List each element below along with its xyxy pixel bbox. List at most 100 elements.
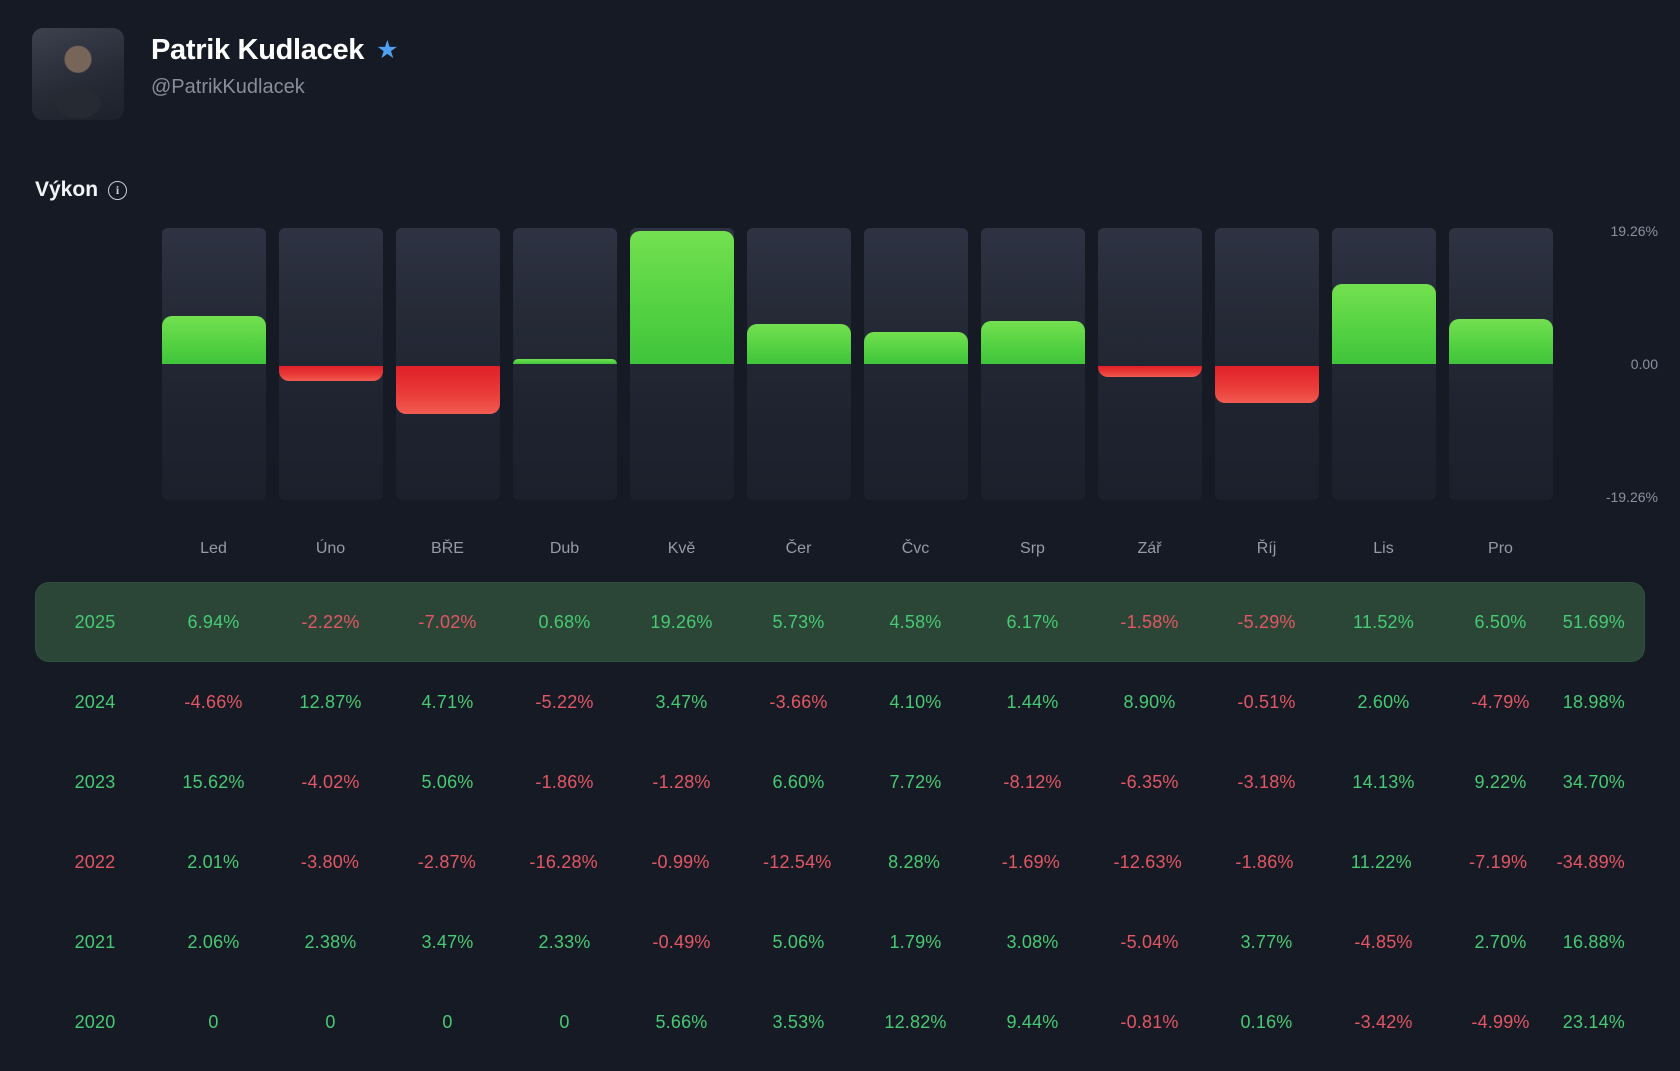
month-label: Srp [1020,540,1045,557]
value-cell: 15.62% [182,771,245,792]
chart-column[interactable] [623,228,740,500]
y-tick-max: 19.26% [1610,223,1658,239]
value-cell: -12.54% [763,851,832,872]
negative-bar [395,366,500,414]
value-cell: -0.81% [1120,1011,1179,1032]
month-label: BŘE [431,540,464,557]
value-cell: -16.28% [529,851,598,872]
profile-header: Patrik Kudlacek ★ @PatrikKudlacek [32,28,399,120]
value-cell: -2.22% [301,611,360,632]
year-cell: 2025 [74,611,116,632]
value-cell: 12.87% [299,691,362,712]
chart-track [1214,228,1319,500]
y-axis-labels: 19.26% 0.00 -19.26% [1590,223,1658,505]
table-row-2025[interactable]: 2025 6.94% -2.22% -7.02% 0.68% 19.26% 5.73% 4.5… [35,582,1645,662]
chart-column[interactable] [506,228,623,500]
chart-track [161,228,266,500]
total-cell: 16.88% [1562,931,1625,952]
info-icon[interactable]: i [108,180,128,200]
chart-column[interactable] [974,228,1091,500]
chart-column[interactable] [1325,228,1442,500]
chart-column[interactable] [1208,228,1325,500]
value-cell: 0.16% [1240,1011,1293,1032]
month-label: Čvc [901,540,930,557]
value-cell: 6.50% [1474,611,1527,632]
value-cell: 3.47% [421,931,474,952]
value-cell: 5.66% [655,1011,708,1032]
value-cell: 2.38% [304,931,357,952]
value-cell: 2.01% [187,851,240,872]
chart-column[interactable] [857,228,974,500]
value-cell: 9.44% [1006,1011,1059,1032]
value-cell: -4.85% [1354,931,1413,952]
value-cell: -1.86% [1235,851,1294,872]
value-cell: -4.79% [1471,691,1530,712]
value-cell: -2.87% [417,851,476,872]
value-cell: -3.80% [300,851,360,872]
value-cell: -7.19% [1469,851,1528,872]
value-cell: 6.94% [187,611,240,632]
chart-column[interactable] [389,228,506,500]
positive-bar [980,321,1085,364]
value-cell: -0.51% [1237,691,1296,712]
value-cell: 0 [442,1011,453,1032]
positive-bar [863,332,968,364]
value-cell: 5.73% [772,611,825,632]
value-cell: 7.72% [889,771,942,792]
chart-track [863,228,968,500]
value-cell: 6.17% [1006,611,1059,632]
chart-column[interactable] [1091,228,1208,500]
value-cell: -1.86% [535,771,594,792]
total-cell: 18.98% [1562,691,1625,712]
value-cell: 0 [208,1011,219,1032]
value-cell: -5.29% [1237,611,1296,632]
value-cell: 11.22% [1350,851,1412,872]
value-cell: -0.99% [651,851,710,872]
value-cell: -0.49% [652,931,711,952]
positive-bar [1448,319,1553,364]
table-row-2020[interactable]: 2020 0 0 0 0 5.66% 3.53% 12.82% 9.44% -0.81% 0.16%… [35,982,1645,1062]
value-cell: 14.13% [1352,771,1415,792]
value-cell: -3.18% [1237,771,1296,792]
value-cell: -4.66% [184,691,243,712]
chart-column[interactable] [272,228,389,500]
value-cell: 1.44% [1006,691,1059,712]
value-cell: -3.66% [769,691,828,712]
value-cell: 2.06% [187,931,240,952]
table-row-2023[interactable]: 2023 15.62% -4.02% 5.06% -1.86% -1.28% 6.60% 7.… [35,742,1645,822]
positive-bar [512,359,617,364]
month-label: Dub [549,540,580,557]
value-cell: -12.63% [1113,851,1182,872]
profile-id-block: Patrik Kudlacek ★ @PatrikKudlacek [151,28,399,99]
month-label: Kvě [667,540,696,557]
chart-column[interactable] [740,228,857,500]
month-label: Led [200,540,227,557]
chart-column[interactable] [155,228,272,500]
value-cell: 4.71% [421,691,474,712]
value-cell: -6.35% [1120,771,1179,792]
value-cell: -7.02% [418,611,477,632]
chart-columns [155,228,1559,500]
negative-bar [1214,366,1319,403]
table-row-2022[interactable]: 2022 2.01% -3.80% -2.87% -16.28% -0.99% -12.54… [35,822,1645,902]
value-cell: 2.33% [538,931,591,952]
table-row-2021[interactable]: 2021 2.06% 2.38% 3.47% 2.33% -0.49% 5.06% 1.79%… [35,902,1645,982]
value-cell: -1.28% [652,771,711,792]
chart-track [1448,228,1553,500]
value-cell: -3.42% [1354,1011,1413,1032]
avatar[interactable] [32,28,124,120]
chart-track [395,228,500,500]
positive-bar [746,324,851,364]
value-cell: 3.77% [1240,931,1293,952]
value-cell: 3.47% [655,691,708,712]
positive-bar [629,231,734,364]
year-cell: 2020 [74,1011,116,1032]
positive-bar [1331,284,1436,364]
value-cell: 5.06% [421,771,474,792]
table-row-2024[interactable]: 2024 -4.66% 12.87% 4.71% -5.22% 3.47% -3.66% 4.… [35,662,1645,742]
chart-column[interactable] [1442,228,1559,500]
value-cell: -5.22% [535,691,594,712]
value-cell: -1.58% [1120,611,1179,632]
chart-track [1331,228,1436,500]
value-cell: -4.02% [301,771,360,792]
